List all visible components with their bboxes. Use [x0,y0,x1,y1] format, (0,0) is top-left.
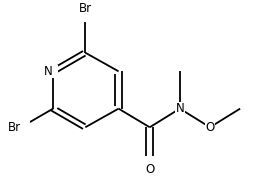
Text: O: O [205,121,215,134]
FancyBboxPatch shape [76,9,94,22]
FancyBboxPatch shape [48,65,58,78]
FancyBboxPatch shape [205,121,215,134]
Text: O: O [145,163,154,176]
FancyBboxPatch shape [175,102,185,115]
FancyBboxPatch shape [12,121,30,134]
Text: Br: Br [79,2,92,15]
FancyBboxPatch shape [145,156,155,169]
Text: N: N [175,102,184,115]
Text: N: N [44,65,53,78]
Text: Br: Br [8,121,21,134]
